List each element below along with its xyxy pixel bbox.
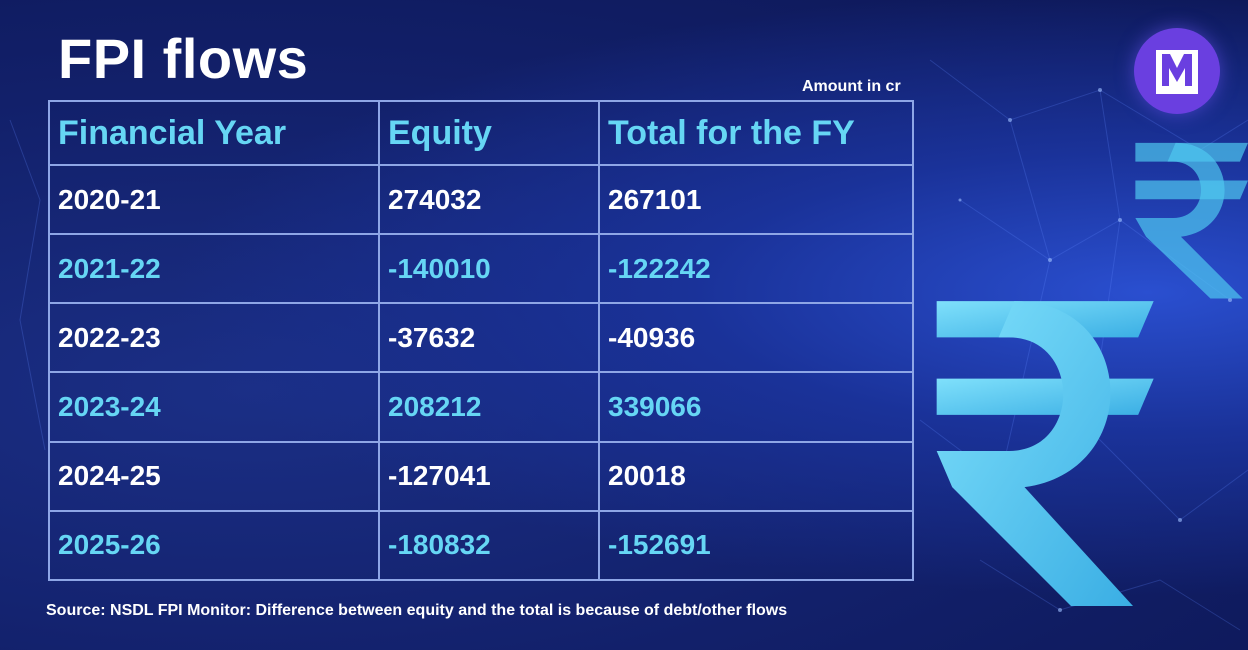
- cell-total: 339066: [598, 371, 914, 443]
- table-row: 2025-26 -180832 -152691: [48, 509, 914, 582]
- cell-total: -122242: [598, 233, 914, 305]
- cell-total: -40936: [598, 302, 914, 374]
- rupee-icon: [936, 301, 1154, 606]
- cell-equity: 208212: [378, 371, 600, 443]
- page-title: FPI flows: [58, 27, 309, 90]
- brand-logo: [1134, 28, 1220, 114]
- cell-equity: -180832: [378, 509, 600, 582]
- table-row: 2021-22 -140010 -122242: [48, 233, 914, 305]
- cell-total: 20018: [598, 440, 914, 512]
- unit-note: Amount in cr: [802, 78, 901, 95]
- table-row: 2020-21 274032 267101: [48, 163, 914, 236]
- rupee-icon: [1135, 142, 1248, 299]
- cell-year: 2021-22: [48, 233, 380, 305]
- header-financial-year: Financial Year: [48, 100, 380, 166]
- header-equity: Equity: [378, 100, 600, 166]
- cell-year: 2020-21: [48, 163, 380, 236]
- logo-m-icon: [1156, 50, 1198, 94]
- cell-year: 2024-25: [48, 440, 380, 512]
- fpi-flows-table: Financial Year Equity Total for the FY 2…: [48, 100, 914, 582]
- table-row: 2024-25 -127041 20018: [48, 440, 914, 512]
- source-note: Source: NSDL FPI Monitor: Difference bet…: [46, 602, 788, 619]
- table-row: 2022-23 -37632 -40936: [48, 302, 914, 374]
- cell-total: -152691: [598, 509, 914, 582]
- cell-equity: -127041: [378, 440, 600, 512]
- header-total: Total for the FY: [598, 100, 914, 166]
- cell-equity: 274032: [378, 163, 600, 236]
- cell-year: 2025-26: [48, 509, 380, 582]
- cell-equity: -140010: [378, 233, 600, 305]
- cell-year: 2022-23: [48, 302, 380, 374]
- table-header-row: Financial Year Equity Total for the FY: [48, 100, 914, 166]
- table-row: 2023-24 208212 339066: [48, 371, 914, 443]
- cell-total: 267101: [598, 163, 914, 236]
- cell-year: 2023-24: [48, 371, 380, 443]
- cell-equity: -37632: [378, 302, 600, 374]
